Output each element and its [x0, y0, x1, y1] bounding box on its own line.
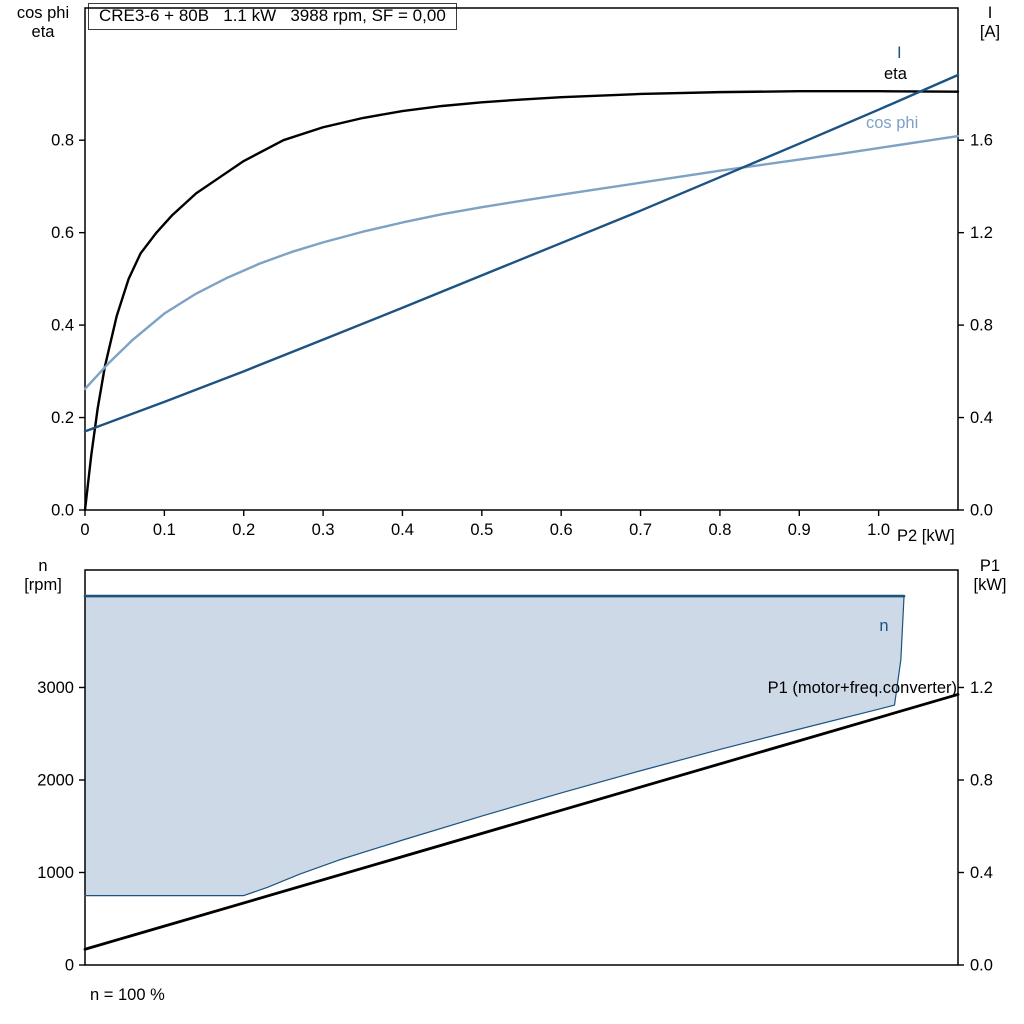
- y-right-tick-label: 0.4: [970, 409, 993, 427]
- speed-operating-range-area: [85, 596, 905, 896]
- curve-label-P1: P1 (motor+freq.converter): [768, 679, 957, 697]
- x-tick-label: 0.6: [550, 521, 573, 539]
- curve-label-I: I: [897, 44, 902, 62]
- x-tick-label: 0: [80, 521, 89, 539]
- y-left-tick-label: 1000: [37, 864, 74, 882]
- x-tick-label: 0.8: [708, 521, 731, 539]
- bottom-chart-svg: 0 1000 2000 3000 0.0 0.4 0.8 1.2 n P1 (motor+freq…: [37, 569, 993, 975]
- y-left-tick-label: 0.8: [51, 132, 74, 150]
- curve-I: [83, 73, 960, 433]
- x-tick-label: 0.9: [788, 521, 811, 539]
- y-right-tick-label: 1.2: [970, 224, 993, 242]
- y-right-tick-label: 0.0: [970, 502, 993, 520]
- y-left-tick-label: 3000: [37, 679, 74, 697]
- top-chart-x-axis-title: P2 [kW]: [897, 527, 955, 545]
- bottom-chart-right-axis-title: P1 [kW]: [962, 557, 1018, 595]
- curve-label-eta: eta: [884, 65, 908, 83]
- x-tick-label: 0.2: [232, 521, 255, 539]
- x-tick-label: 0.5: [470, 521, 493, 539]
- y-left-tick-label: 0: [65, 957, 74, 975]
- y-right-tick-label: 0.8: [970, 771, 993, 789]
- y-left-tick-label: 2000: [37, 771, 74, 789]
- curve-label-cos phi: cos phi: [866, 114, 918, 132]
- bottom-right-axis-line1: P1: [979, 557, 1001, 575]
- right-axis-line2: [A]: [979, 23, 1001, 41]
- y-left-tick-label: 0.2: [51, 409, 74, 427]
- x-tick-label: 1.0: [867, 521, 890, 539]
- left-axis-line1: cos phi: [16, 4, 70, 22]
- y-left-tick-label: 0.6: [51, 224, 74, 242]
- bottom-left-axis-line2: [rpm]: [24, 576, 62, 594]
- curve-label-n: n: [879, 617, 888, 635]
- curve-P1: [83, 693, 960, 951]
- curve-min-speed-boundary: [84, 595, 905, 897]
- top-chart-svg: 0 0.1 0.2 0.3 0.4 0.5 0.6 0.7 0.8 0.9 1.0 0.0 0.2 0.4…: [51, 7, 993, 539]
- bottom-chart-left-axis-title: n [rpm]: [6, 557, 80, 595]
- y-right-tick-label: 0.4: [970, 864, 993, 882]
- y-left-tick-label: 0.4: [51, 317, 74, 335]
- right-axis-line1: I: [987, 4, 993, 22]
- bottom-left-axis-line1: n: [38, 557, 48, 575]
- y-right-tick-label: 0.0: [970, 957, 993, 975]
- y-right-tick-label: 0.8: [970, 317, 993, 335]
- x-tick-label: 0.3: [312, 521, 335, 539]
- curve-cos phi: [83, 134, 960, 391]
- speed-footnote: n = 100 %: [90, 986, 165, 1004]
- y-right-tick-label: 1.2: [970, 679, 993, 697]
- x-tick-label: 0.1: [153, 521, 176, 539]
- left-axis-line2: eta: [31, 23, 55, 41]
- y-right-tick-label: 1.6: [970, 132, 993, 150]
- top-chart-left-axis-title: cos phi eta: [6, 4, 80, 42]
- x-tick-label: 0.7: [629, 521, 652, 539]
- bottom-right-axis-line2: [kW]: [973, 576, 1007, 594]
- top-chart-right-axis-title: I [A]: [964, 4, 1016, 42]
- x-tick-label: 0.4: [391, 521, 414, 539]
- chart-title-box: CRE3-6 + 80B 1.1 kW 3988 rpm, SF = 0,00: [88, 3, 457, 30]
- plot-frame: [84, 7, 959, 511]
- y-left-tick-label: 0.0: [51, 502, 74, 520]
- plot-frame: [84, 569, 959, 966]
- curve-eta: [83, 90, 960, 512]
